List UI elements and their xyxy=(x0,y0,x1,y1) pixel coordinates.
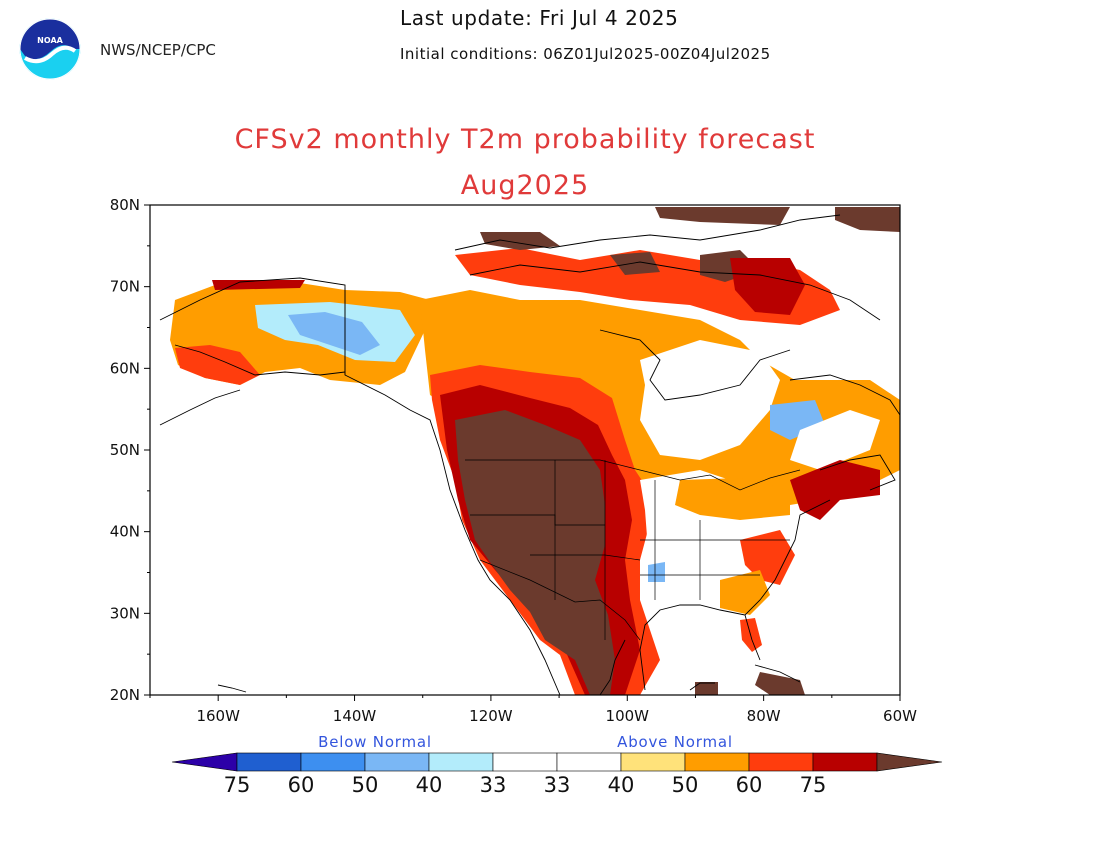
probability-field xyxy=(170,207,900,695)
x-tick-marks xyxy=(149,695,901,701)
above-normal-label: Above Normal xyxy=(617,733,733,751)
colorbar-swatch-below-33 xyxy=(428,752,494,772)
northeast-above-75 xyxy=(835,207,900,232)
colorbar-swatch-above-40 xyxy=(684,752,750,772)
initial-conditions-text: Initial conditions: 06Z01Jul2025-00Z04Ju… xyxy=(400,45,771,63)
y-tick-label: 30N xyxy=(110,604,140,622)
colorbar-label: 50 xyxy=(352,773,379,797)
y-tick-label: 40N xyxy=(110,523,140,541)
colorbar-label: 40 xyxy=(608,773,635,797)
colorbar-swatch-below-40 xyxy=(364,752,430,772)
colorbar-label: 60 xyxy=(736,773,763,797)
alaska-north-above-60 xyxy=(212,280,305,290)
midatlantic-above-50 xyxy=(740,530,795,585)
colorbar-label: 75 xyxy=(800,773,827,797)
colorbar-labels: 75 60 50 40 33 33 40 50 60 75 xyxy=(224,773,827,797)
y-tick-label: 60N xyxy=(110,359,140,377)
colorbar-swatches xyxy=(171,752,943,772)
labrador-normal xyxy=(790,410,880,470)
y-tick-marks xyxy=(144,204,150,696)
noaa-logo: NOAA xyxy=(19,18,81,80)
x-tick-label: 100W xyxy=(606,707,650,725)
cuba-above-75 xyxy=(755,672,805,695)
coastlines xyxy=(159,214,900,695)
alaska-below-40 xyxy=(288,312,380,355)
colorbar-swatch-normal xyxy=(556,752,622,772)
yucatan-above-75 xyxy=(695,682,718,695)
x-tick-label: 140W xyxy=(333,707,377,725)
north-above-75 xyxy=(655,207,790,225)
colorbar-label: 50 xyxy=(672,773,699,797)
x-tick-label: 80W xyxy=(747,707,781,725)
y-tick-label: 70N xyxy=(110,278,140,296)
colorbar-label: 40 xyxy=(416,773,443,797)
colorbar-swatch-normal xyxy=(492,752,558,772)
colorbar-swatch-below-60 xyxy=(236,752,302,772)
below-normal-label: Below Normal xyxy=(318,733,432,751)
colorbar-swatch-below-50 xyxy=(300,752,366,772)
colorbar-label: 33 xyxy=(544,773,571,797)
colorbar-swatch-above-33 xyxy=(620,752,686,772)
arctic-above-75-b xyxy=(610,252,660,275)
colorbar-swatch-above-60 xyxy=(812,752,878,772)
y-tick-labels: 80N 70N 60N 50N 40N 30N 20N xyxy=(110,196,140,704)
chart-subtitle: Aug2025 xyxy=(460,170,590,201)
logo-text: NOAA xyxy=(37,36,63,45)
agency-label: NWS/NCEP/CPC xyxy=(100,41,216,59)
northeast-us-above-60 xyxy=(790,460,880,520)
alaska-above-50 xyxy=(175,345,260,385)
y-tick-label: 80N xyxy=(110,196,140,214)
southeast-above-40 xyxy=(720,570,770,615)
x-tick-label: 120W xyxy=(469,707,513,725)
y-tick-label: 20N xyxy=(110,686,140,704)
great-lakes-above-40 xyxy=(675,478,790,520)
arctic-above-60 xyxy=(730,258,805,315)
hudson-normal xyxy=(640,340,780,460)
colorbar-label: 75 xyxy=(224,773,251,797)
texas-below-40 xyxy=(648,562,665,582)
west-above-75 xyxy=(455,410,615,695)
colorbar-above-75-triangle xyxy=(876,752,943,772)
y-tick-label: 50N xyxy=(110,441,140,459)
arctic-above-75-a xyxy=(480,232,560,250)
x-tick-label: 160W xyxy=(196,707,240,725)
x-tick-label: 60W xyxy=(883,707,917,725)
colorbar-swatch-above-50 xyxy=(748,752,814,772)
colorbar-below-75-triangle xyxy=(171,752,238,772)
political-borders xyxy=(344,288,801,641)
chart-title: CFSv2 monthly T2m probability forecast xyxy=(234,124,816,155)
x-tick-labels: 160W 140W 120W 100W 80W 60W xyxy=(196,707,917,725)
colorbar-label: 60 xyxy=(288,773,315,797)
colorbar: Below Normal Above Normal 75 60 50 40 33 33 40… xyxy=(171,733,943,797)
last-update-text: Last update: Fri Jul 4 2025 xyxy=(400,6,679,30)
colorbar-label: 33 xyxy=(480,773,507,797)
